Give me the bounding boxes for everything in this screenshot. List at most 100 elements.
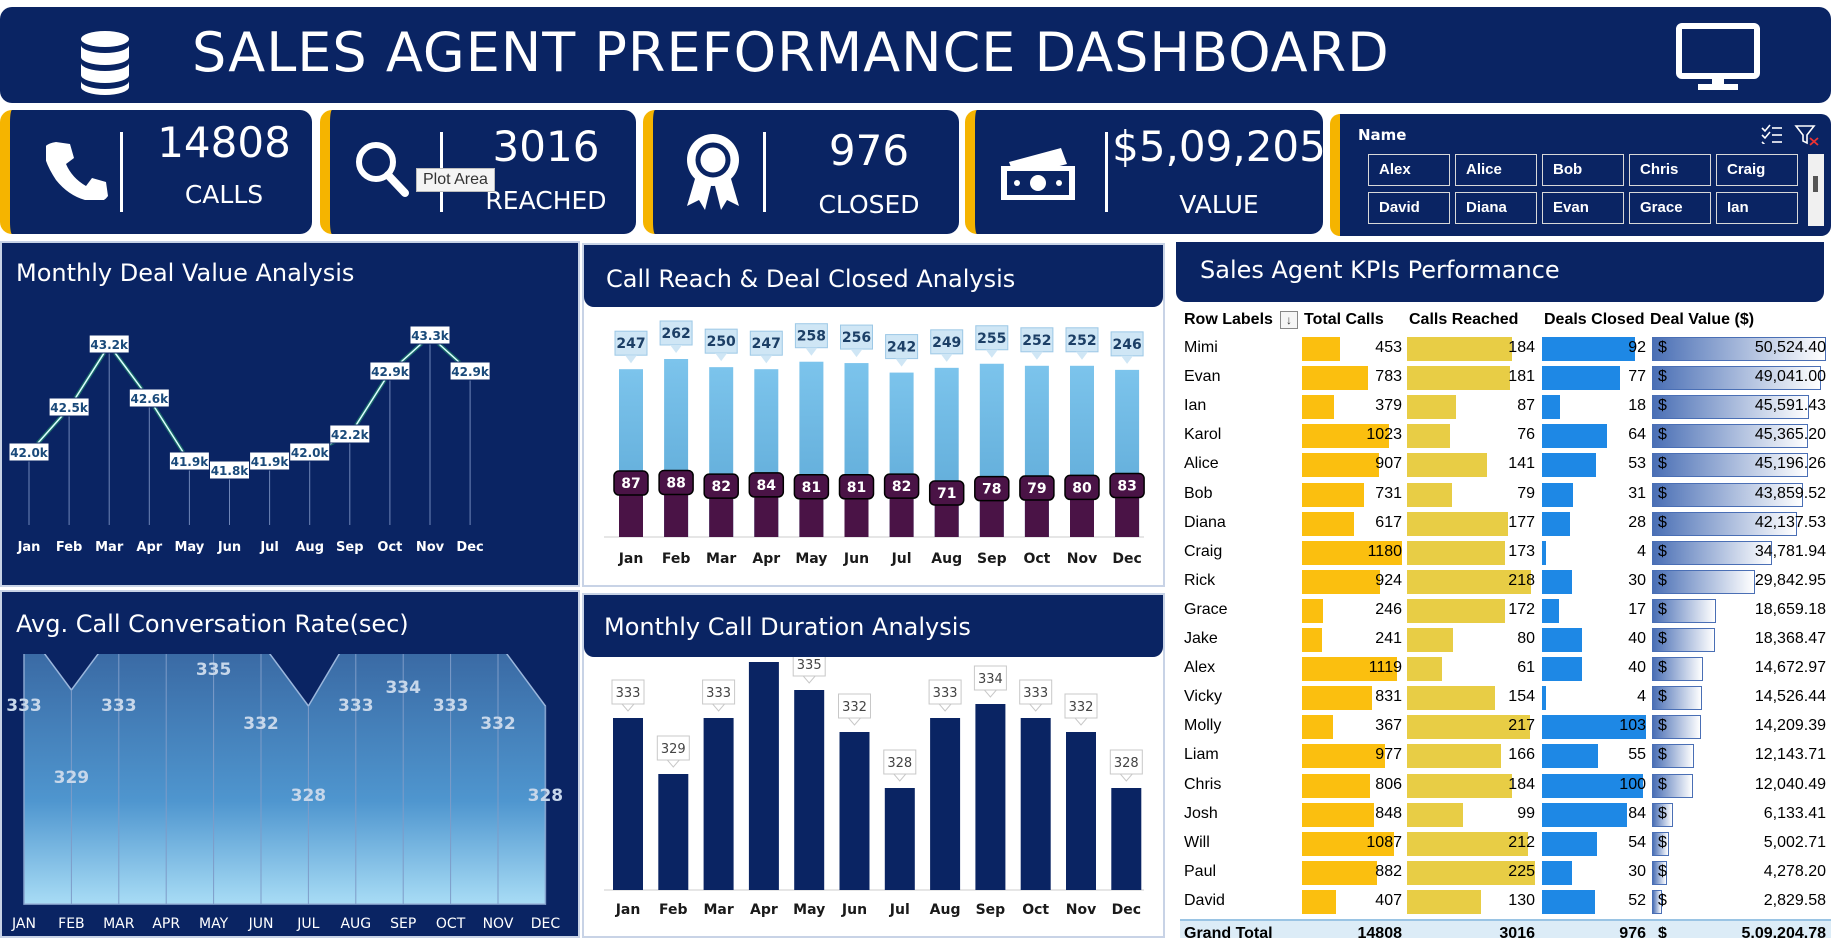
reached-bar bbox=[1407, 628, 1453, 652]
avg-call-chart[interactable]: 333JAN329FEB333MAR337APR335MAY332JUN328J… bbox=[2, 654, 578, 938]
currency-symbol: $ bbox=[1658, 688, 1667, 706]
kpi-closed-card: 976 CLOSED bbox=[643, 110, 959, 234]
x-tick-label: Mar bbox=[95, 540, 124, 555]
deal-value: 2,829.58 bbox=[1763, 891, 1826, 909]
agent-name: Jake bbox=[1184, 630, 1218, 647]
total-calls-value: 1180 bbox=[1367, 542, 1402, 560]
deals-closed-value: 28 bbox=[1628, 513, 1646, 531]
slicer-scrollbar[interactable] bbox=[1808, 154, 1824, 226]
reached-bar bbox=[1407, 860, 1535, 885]
currency-symbol: $ bbox=[1658, 339, 1667, 356]
calls-reached-value: 76 bbox=[1517, 426, 1535, 444]
call-duration-header bbox=[584, 595, 1163, 657]
table-row: Evan 783 181 77 $49,041.00 bbox=[1180, 364, 1831, 393]
svg-text:80: 80 bbox=[1072, 480, 1092, 496]
calls-reached-value: 87 bbox=[1517, 397, 1535, 415]
data-label: 42.5k bbox=[48, 397, 90, 417]
monthly-deal-panel: Monthly Deal Value Analysis 42.0k Jan 42.5… bbox=[0, 241, 580, 587]
slicer-item-david[interactable]: David bbox=[1368, 192, 1450, 224]
reach-label: 249 bbox=[930, 329, 964, 362]
data-label: 42.9k bbox=[369, 361, 411, 381]
monthly-deal-chart[interactable]: 42.0k Jan 42.5k Feb 43.2k Mar 42.6k Apr 41.9k May… bbox=[2, 303, 578, 587]
data-label: 42.2k bbox=[329, 424, 371, 444]
sort-filter-icon[interactable]: ↓ bbox=[1280, 311, 1298, 329]
table-row: Josh 848 99 84 $6,133.41 bbox=[1180, 801, 1831, 830]
total-calls-value: 617 bbox=[1375, 513, 1402, 531]
slicer-item-chris[interactable]: Chris bbox=[1629, 154, 1711, 186]
data-label: 333 bbox=[433, 696, 469, 716]
deal-value: 50,524.40 bbox=[1754, 339, 1826, 356]
value-bar bbox=[1652, 715, 1701, 740]
currency-symbol: $ bbox=[1658, 862, 1667, 880]
calls-reached-value: 172 bbox=[1508, 600, 1535, 618]
x-tick-label: Feb bbox=[56, 540, 82, 555]
deals-closed-value: 54 bbox=[1628, 833, 1646, 851]
slicer-item-grace[interactable]: Grace bbox=[1629, 192, 1711, 224]
data-label: 43.2k bbox=[88, 334, 130, 354]
table-row: Liam 977 166 55 $12,143.71 bbox=[1180, 742, 1831, 771]
slicer-item-diana[interactable]: Diana bbox=[1455, 192, 1537, 224]
calls-bar bbox=[1302, 773, 1371, 798]
kpi-perf-table: Row Labels ↓ Total Calls Calls Reached D… bbox=[1180, 305, 1831, 938]
svg-text:43.3k: 43.3k bbox=[411, 329, 450, 343]
value-bar bbox=[1652, 453, 1808, 478]
multi-select-icon[interactable] bbox=[1760, 124, 1784, 144]
slicer-item-evan[interactable]: Evan bbox=[1542, 192, 1624, 224]
dashboard-header: SALES AGENT PREFORMANCE DASHBOARD bbox=[0, 7, 1831, 103]
table-row: Paul 882 225 30 $4,278.20 bbox=[1180, 859, 1831, 888]
calls-reached-value: 181 bbox=[1508, 368, 1535, 386]
deals-closed-value: 64 bbox=[1628, 426, 1646, 444]
currency-symbol: $ bbox=[1658, 484, 1667, 502]
x-tick-label: Mar bbox=[706, 551, 736, 567]
closed-bar bbox=[1542, 773, 1643, 798]
reached-bar bbox=[1407, 540, 1506, 565]
svg-text:87: 87 bbox=[621, 476, 640, 492]
data-label: 43.3k bbox=[409, 325, 451, 345]
deal-value: 14,526.44 bbox=[1754, 688, 1826, 706]
x-tick-label: May bbox=[793, 902, 825, 918]
name-slicer: Name Alex Alice Bob Chris Craig David Di… bbox=[1330, 114, 1831, 236]
slicer-item-ian[interactable]: Ian bbox=[1716, 192, 1798, 224]
agent-name: Alex bbox=[1184, 659, 1216, 677]
value-bar bbox=[1652, 540, 1772, 565]
data-label: 41.9k bbox=[249, 451, 291, 471]
slicer-item-alice[interactable]: Alice bbox=[1455, 154, 1537, 186]
total-calls-value: 453 bbox=[1375, 339, 1402, 356]
x-tick-label: DEC bbox=[531, 916, 561, 932]
closed-bar bbox=[1542, 831, 1597, 856]
calls-bar bbox=[1302, 889, 1337, 914]
duration-bar bbox=[839, 732, 870, 890]
deal-value: 12,143.71 bbox=[1754, 746, 1826, 764]
clear-filter-icon[interactable] bbox=[1794, 124, 1820, 146]
kpi-reached-card: 3016 REACHED bbox=[320, 110, 636, 234]
data-label: 333 bbox=[702, 679, 736, 712]
table-row: Rick 924 218 30 $29,842.95 bbox=[1180, 568, 1831, 597]
call-duration-chart[interactable]: 333Jan329Feb333Mar337Apr335May332Jun328J… bbox=[584, 657, 1163, 936]
call-duration-title: Monthly Call Duration Analysis bbox=[604, 613, 971, 641]
svg-text:242: 242 bbox=[887, 340, 916, 356]
currency-symbol: $ bbox=[1658, 746, 1667, 764]
col-total-calls: Total Calls bbox=[1304, 311, 1384, 328]
calls-reached-value: 130 bbox=[1508, 891, 1535, 909]
closed-bar bbox=[1542, 628, 1583, 652]
duration-bar bbox=[748, 662, 779, 890]
kpi-value-value: $5,09,205 bbox=[1112, 122, 1323, 171]
closed-label: 82 bbox=[703, 473, 739, 499]
kpi-closed-label: CLOSED bbox=[818, 190, 920, 219]
database-icon bbox=[81, 31, 129, 95]
slicer-item-craig[interactable]: Craig bbox=[1716, 154, 1798, 186]
svg-text:329: 329 bbox=[661, 742, 686, 757]
table-row: Bob 731 79 31 $43,859.52 bbox=[1180, 481, 1831, 510]
slicer-item-bob[interactable]: Bob bbox=[1542, 154, 1624, 186]
agent-name: Liam bbox=[1184, 746, 1219, 764]
value-bar bbox=[1652, 773, 1694, 798]
closed-label: 88 bbox=[658, 469, 694, 496]
data-label: 332 bbox=[1064, 693, 1098, 726]
reached-bar bbox=[1407, 831, 1528, 856]
deal-value-line-highlight bbox=[28, 334, 471, 472]
page-title: SALES AGENT PREFORMANCE DASHBOARD bbox=[192, 21, 1390, 84]
slicer-item-alex[interactable]: Alex bbox=[1368, 154, 1450, 186]
kpi-reached-value: 3016 bbox=[492, 122, 600, 171]
call-reach-chart[interactable]: 247 87 Jan 262 88 Feb 250 82 Mar 247 84 Apr 258 81 May… bbox=[584, 307, 1163, 585]
table-row: Will 1087 212 54 $5,002.71 bbox=[1180, 830, 1831, 859]
